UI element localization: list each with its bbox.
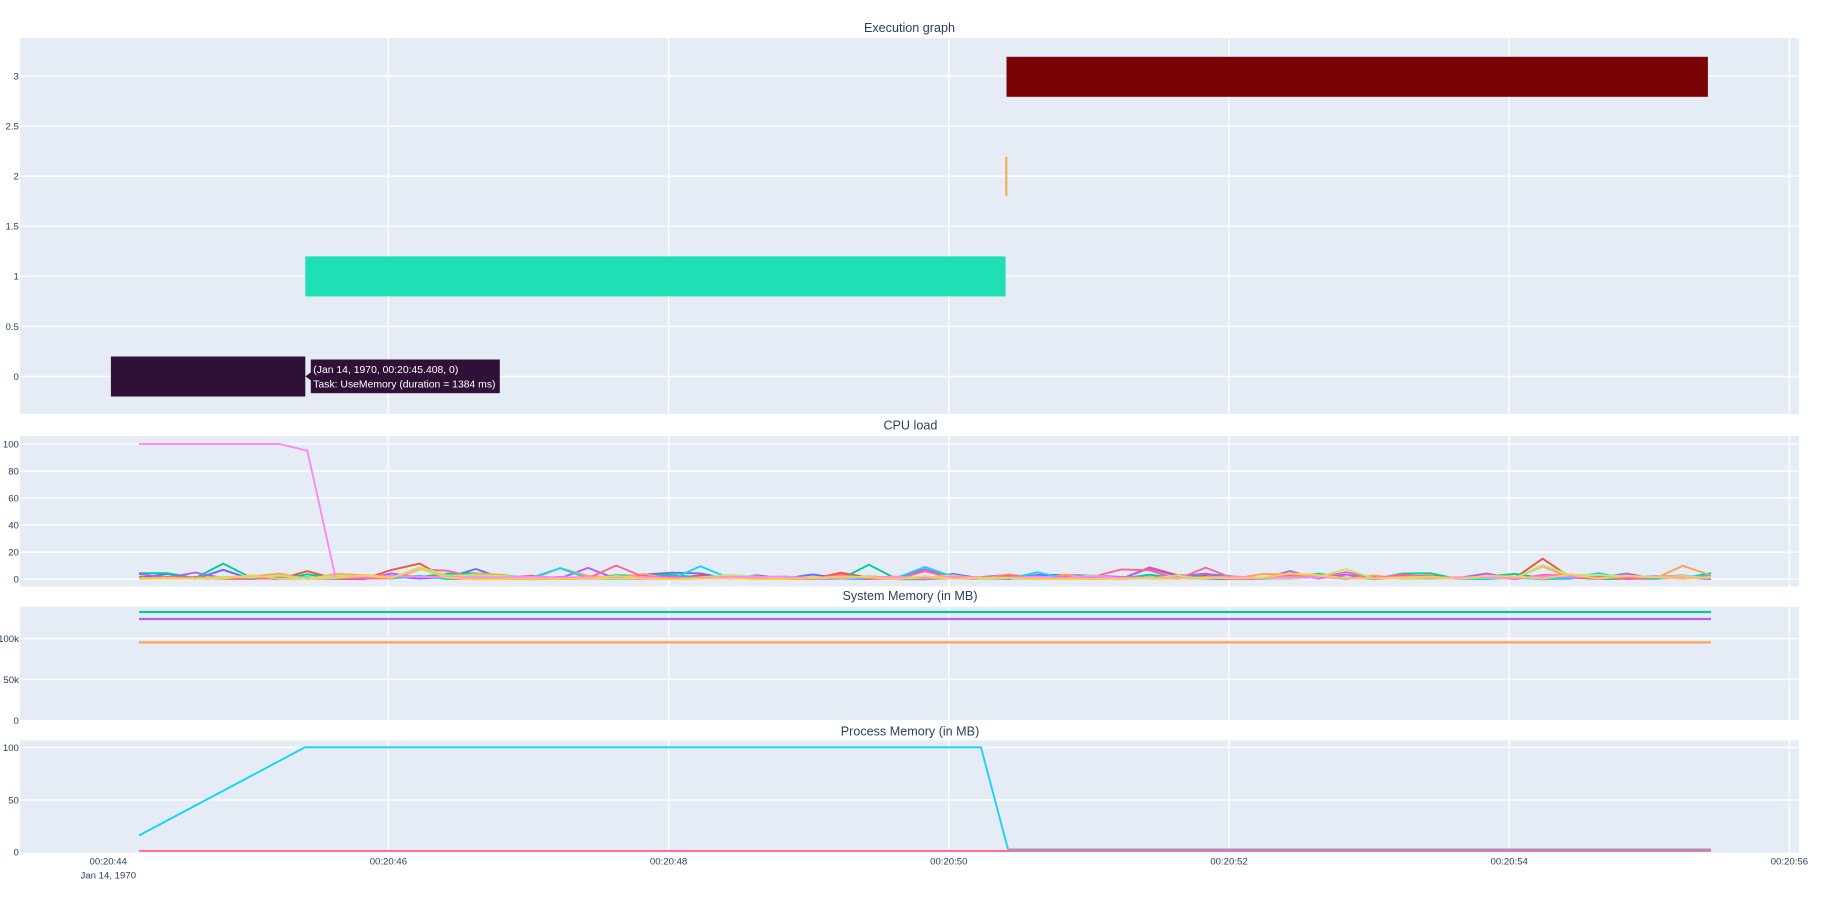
svg-text:20: 20 bbox=[8, 548, 19, 559]
svg-text:0: 0 bbox=[14, 716, 19, 727]
svg-text:00:20:52: 00:20:52 bbox=[1210, 856, 1247, 867]
svg-text:0: 0 bbox=[14, 848, 19, 859]
svg-text:100: 100 bbox=[3, 439, 19, 450]
svg-text:00:20:48: 00:20:48 bbox=[650, 856, 687, 867]
svg-text:System Memory (in MB): System Memory (in MB) bbox=[842, 589, 977, 603]
svg-text:Process Memory (in MB): Process Memory (in MB) bbox=[841, 725, 980, 739]
svg-text:00:20:44: 00:20:44 bbox=[90, 856, 128, 867]
svg-text:100: 100 bbox=[3, 743, 19, 754]
svg-text:CPU load: CPU load bbox=[883, 419, 937, 433]
svg-text:00:20:56: 00:20:56 bbox=[1771, 856, 1808, 867]
svg-text:0.5: 0.5 bbox=[6, 322, 19, 333]
svg-text:1: 1 bbox=[14, 272, 19, 283]
svg-text:50k: 50k bbox=[3, 675, 19, 686]
svg-text:00:20:46: 00:20:46 bbox=[370, 856, 407, 867]
svg-text:60: 60 bbox=[8, 493, 19, 504]
svg-text:1.5: 1.5 bbox=[6, 222, 19, 233]
svg-text:80: 80 bbox=[8, 466, 19, 477]
svg-text:00:20:50: 00:20:50 bbox=[930, 856, 967, 867]
svg-text:(Jan 14, 1970, 00:20:45.408, 0: (Jan 14, 1970, 00:20:45.408, 0) bbox=[313, 365, 458, 376]
svg-text:50: 50 bbox=[8, 795, 19, 806]
svg-text:100k: 100k bbox=[0, 634, 19, 645]
svg-text:3: 3 bbox=[14, 71, 19, 82]
svg-text:0: 0 bbox=[14, 372, 19, 383]
svg-text:Task: UseMemory (duration = 13: Task: UseMemory (duration = 1384 ms) bbox=[313, 380, 495, 391]
svg-text:00:20:54: 00:20:54 bbox=[1491, 856, 1529, 867]
svg-text:Jan 14, 1970: Jan 14, 1970 bbox=[81, 870, 136, 881]
svg-text:2.5: 2.5 bbox=[6, 122, 19, 133]
svg-text:0: 0 bbox=[14, 575, 19, 586]
svg-text:2: 2 bbox=[14, 172, 19, 183]
svg-text:40: 40 bbox=[8, 521, 19, 532]
svg-text:Execution graph: Execution graph bbox=[864, 21, 955, 35]
